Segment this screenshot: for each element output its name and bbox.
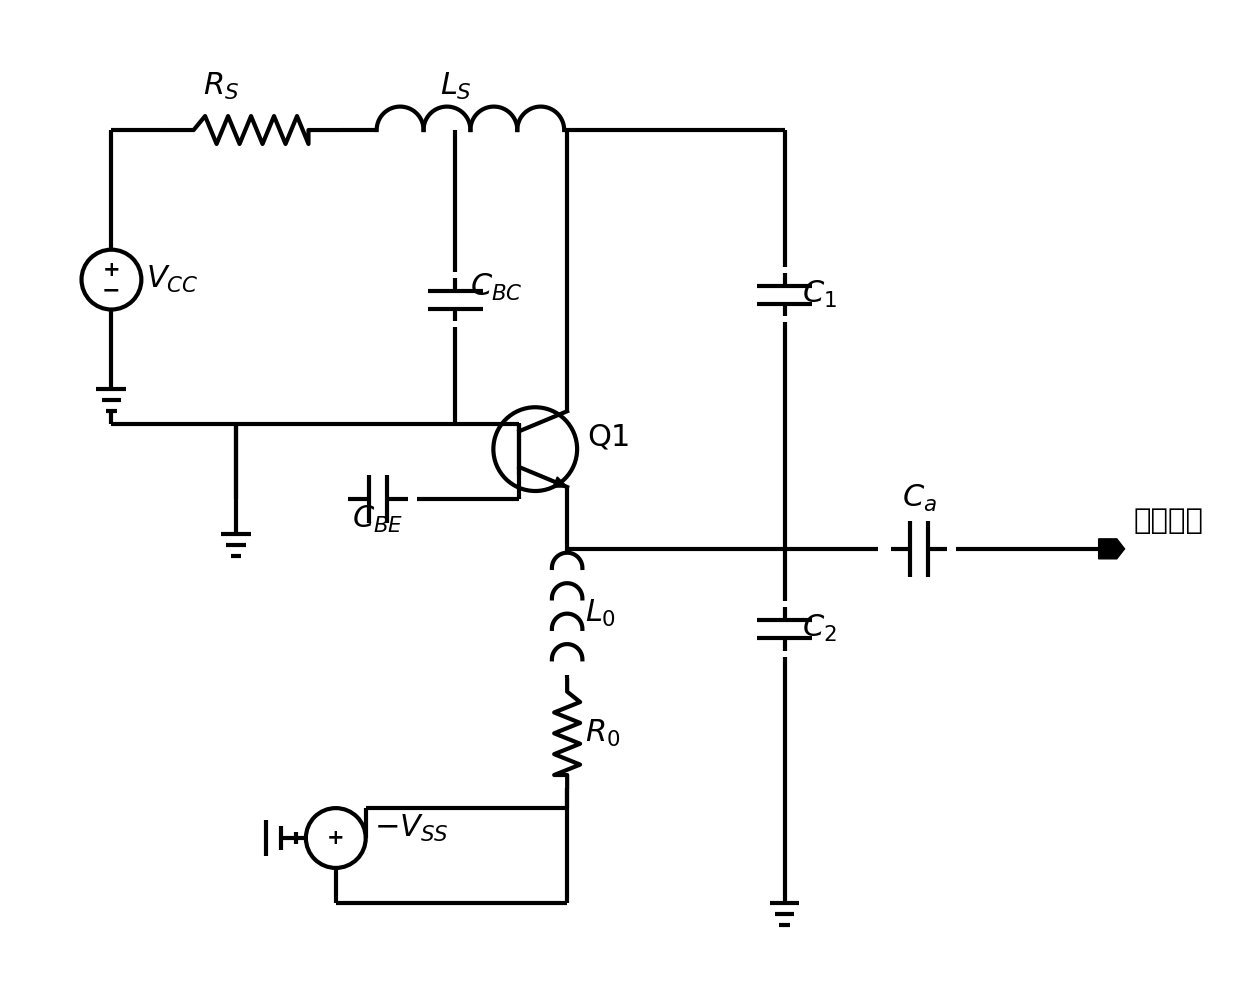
Text: 输出端口: 输出端口	[1133, 507, 1204, 535]
Text: $R_0$: $R_0$	[585, 717, 620, 749]
Text: −: −	[102, 280, 120, 300]
Text: $L_0$: $L_0$	[585, 598, 616, 629]
Text: $V_{CC}$: $V_{CC}$	[146, 264, 198, 295]
Text: $-V_{SS}$: $-V_{SS}$	[373, 813, 449, 843]
Text: +: +	[327, 828, 345, 848]
Text: $L_S$: $L_S$	[439, 71, 471, 102]
Text: $R_S$: $R_S$	[203, 71, 239, 102]
Text: $C_a$: $C_a$	[901, 483, 936, 514]
Text: $C_2$: $C_2$	[802, 613, 837, 645]
Text: +: +	[103, 260, 120, 279]
Text: $C_{BE}$: $C_{BE}$	[352, 504, 403, 535]
Text: $C_{BC}$: $C_{BC}$	[470, 272, 523, 303]
Polygon shape	[1099, 539, 1125, 559]
Text: Q1: Q1	[587, 423, 630, 452]
Polygon shape	[553, 477, 567, 487]
Text: $C_1$: $C_1$	[802, 279, 837, 310]
